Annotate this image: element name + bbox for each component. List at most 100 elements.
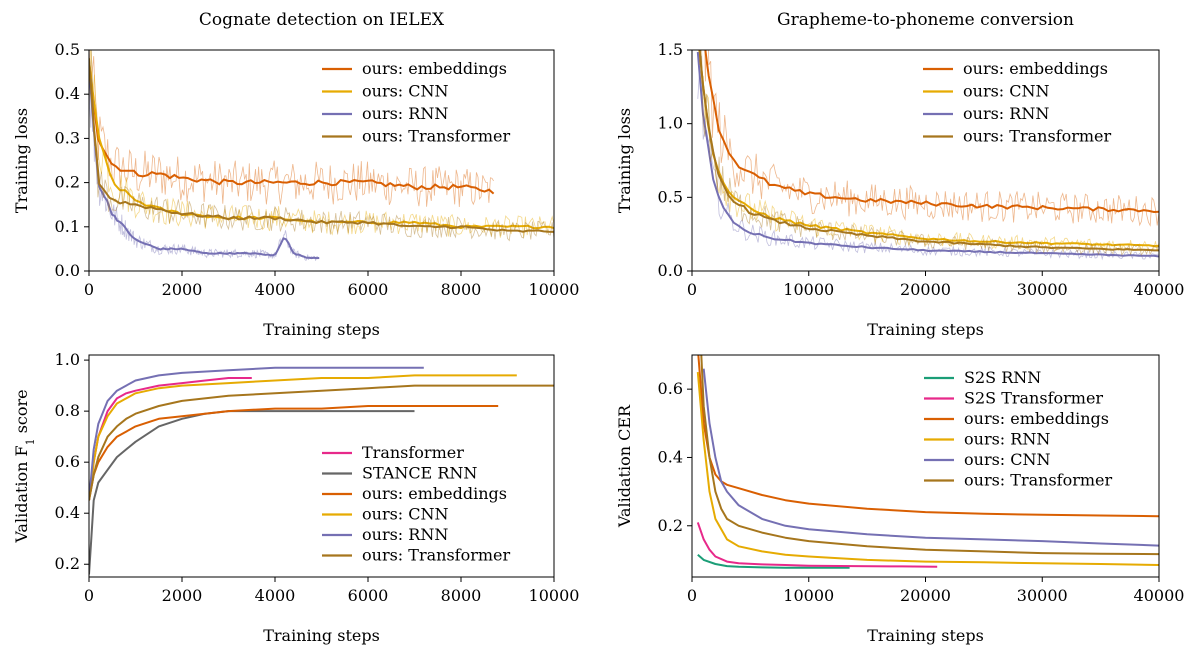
chart-title: Grapheme-to-phoneme conversion <box>777 10 1074 30</box>
legend-label: ours: CNN <box>362 505 449 524</box>
x-tick-label: 0 <box>84 586 94 605</box>
y-tick-label: 0.0 <box>658 261 683 280</box>
legend-label: ours: RNN <box>362 104 448 123</box>
y-tick-label: 0.2 <box>658 516 683 535</box>
legend-label: ours: embeddings <box>964 409 1109 428</box>
y-tick-label: 0.6 <box>658 379 683 398</box>
legend-label: STANCE RNN <box>362 464 477 483</box>
x-tick-label: 0 <box>84 280 94 299</box>
series-raw-ours-embeddings <box>704 50 1159 227</box>
x-tick-label: 2000 <box>162 280 203 299</box>
y-axis-label-subscript: 1 <box>24 438 37 445</box>
y-tick-label: 0.1 <box>55 217 80 236</box>
x-tick-label: 4000 <box>255 280 296 299</box>
legend-label: S2S RNN <box>964 368 1041 387</box>
series-group <box>89 50 554 261</box>
series-line-ours-cnn <box>702 368 1159 547</box>
x-tick-label: 30000 <box>1017 280 1068 299</box>
x-tick-label: 10000 <box>783 280 834 299</box>
y-tick-label: 1.0 <box>55 350 80 369</box>
x-tick-label: 10000 <box>529 586 580 605</box>
panel-training-loss-cognate: Cognate detection on IELEX 0 2000 4000 6000 8… <box>12 10 579 339</box>
plot-frame <box>88 49 555 272</box>
y-axis-label: Validation F1 score <box>12 389 37 543</box>
panel-validation-cer-g2p: 0 10000 20000 30000 40000 0.2 0.4 0.6 Training s… <box>615 354 1185 645</box>
x-axis-label: Training steps <box>867 626 984 645</box>
series-line-ours-transformer <box>698 50 1159 252</box>
series-raw-ours-embeddings <box>89 50 494 208</box>
series-line-s2s-transformer <box>696 522 938 568</box>
y-axis-label-text: Training loss <box>615 108 634 213</box>
legend-label: ours: RNN <box>963 104 1049 123</box>
series-line-ours-transformer <box>89 58 554 233</box>
series-line-ours-embeddings <box>89 62 495 195</box>
y-tick-label: 0.2 <box>55 554 80 573</box>
y-tick-label: 0.4 <box>658 447 683 466</box>
series-line-ours-transformer <box>89 384 554 501</box>
legend-label: ours: CNN <box>964 450 1051 469</box>
series-raw-ours-cnn <box>700 50 1159 252</box>
legend-label: ours: embeddings <box>963 59 1108 78</box>
x-tick-label: 10000 <box>783 586 834 605</box>
series-group <box>696 355 1159 569</box>
panel-validation-f1-cognate: 0 2000 4000 6000 8000 10000 0.2 0.4 0.6 0.8 1.0 Tra… <box>12 350 579 645</box>
y-tick-label: 0.8 <box>55 401 80 420</box>
legend-label: ours: CNN <box>963 82 1050 101</box>
plot-frame <box>691 49 1160 272</box>
legend: ours: embeddings ours: CNN ours: RNN ours: … <box>322 59 510 146</box>
y-tick-label: 0.3 <box>55 128 80 147</box>
y-tick-label: 0.5 <box>658 187 683 206</box>
legend-label: ours: Transformer <box>964 471 1112 490</box>
series-raw-ours-transformer <box>90 50 554 242</box>
legend-label: Transformer <box>362 443 464 462</box>
y-axis-label-text: Validation CER <box>615 404 634 528</box>
y-axis-label-suffix: score <box>12 389 31 438</box>
x-tick-label: 8000 <box>441 586 482 605</box>
series-line-ours-cnn <box>89 374 517 501</box>
legend-label: ours: CNN <box>362 82 449 101</box>
plot-frame <box>88 354 555 578</box>
x-tick-label: 6000 <box>348 280 389 299</box>
x-tick-label: 20000 <box>900 586 951 605</box>
legend-label: S2S Transformer <box>964 389 1103 408</box>
y-axis-label-text: Training loss <box>12 108 31 213</box>
legend-label: ours: RNN <box>362 525 448 544</box>
x-tick-label: 40000 <box>1134 586 1185 605</box>
x-axis-label: Training steps <box>263 626 380 645</box>
y-tick-label: 1.0 <box>658 114 683 133</box>
legend-label: ours: Transformer <box>362 546 510 565</box>
series-line-ours-rnn <box>696 372 1159 566</box>
legend-label: ours: RNN <box>964 430 1050 449</box>
legend: ours: embeddings ours: CNN ours: RNN ours: … <box>923 59 1111 146</box>
series-raw-ours-rnn <box>697 55 1159 261</box>
y-axis-label-text: Validation F <box>12 445 31 543</box>
series-line-ours-rnn <box>89 366 424 501</box>
panel-training-loss-g2p: Grapheme-to-phoneme conversion 0 10000 2000… <box>615 10 1185 339</box>
x-tick-label: 8000 <box>441 280 482 299</box>
x-tick-label: 0 <box>687 280 697 299</box>
series-raw-ours-transformer <box>698 50 1159 256</box>
y-axis-label: Validation CER <box>615 404 634 528</box>
series-line-stance-rnn <box>89 410 415 575</box>
series-line-ours-rnn <box>696 51 1159 258</box>
x-axis-label: Training steps <box>867 320 984 339</box>
x-tick-label: 6000 <box>348 586 389 605</box>
x-tick-label: 0 <box>687 586 697 605</box>
y-tick-label: 0.5 <box>55 40 80 59</box>
legend-label: ours: Transformer <box>963 127 1111 146</box>
series-line-ours-embeddings <box>89 405 499 501</box>
x-tick-label: 30000 <box>1017 586 1068 605</box>
x-tick-label: 40000 <box>1134 280 1185 299</box>
y-axis-label: Training loss <box>12 108 31 213</box>
y-tick-label: 1.5 <box>658 40 683 59</box>
chart-title: Cognate detection on IELEX <box>199 10 445 30</box>
legend-label: ours: Transformer <box>362 127 510 146</box>
series-group <box>89 366 554 575</box>
legend-label: ours: embeddings <box>362 59 507 78</box>
x-tick-label: 2000 <box>162 586 203 605</box>
y-axis-label: Training loss <box>615 108 634 213</box>
series-line-ours-embeddings <box>704 50 1159 214</box>
series-line-ours-transformer <box>700 355 1159 556</box>
